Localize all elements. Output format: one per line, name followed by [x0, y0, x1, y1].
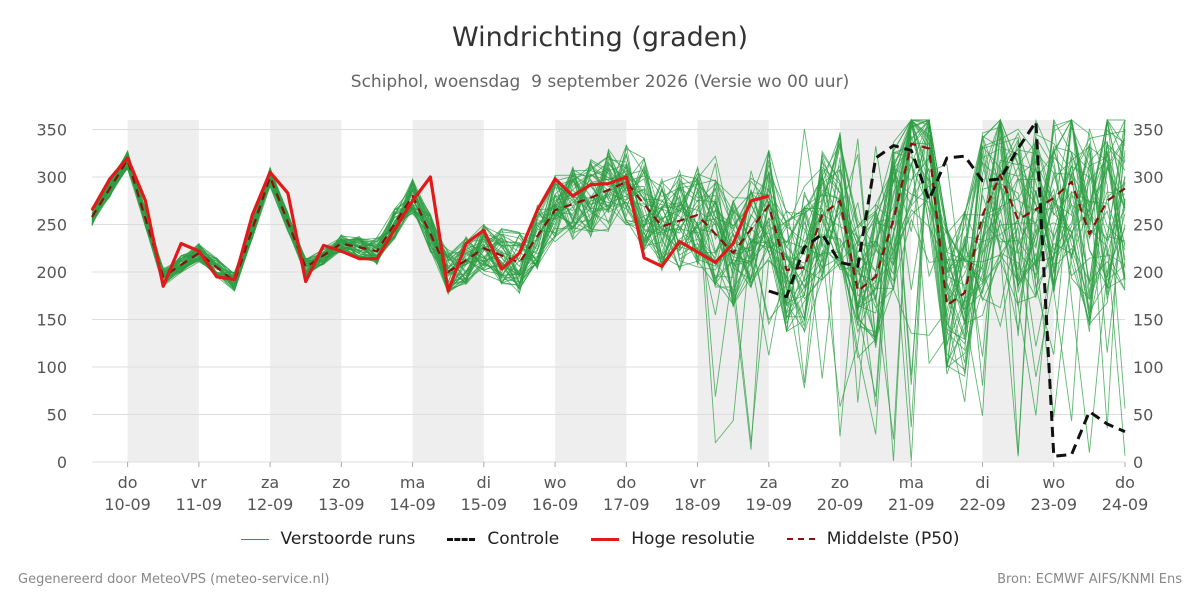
legend-swatch-high-res: [591, 537, 620, 541]
main-series: [90, 120, 1126, 458]
x-tick-day: zo: [831, 473, 849, 492]
x-tick-day: za: [261, 473, 279, 492]
legend-item-ensemble: Verstoorde runs: [240, 529, 416, 549]
y-tick-label-left: 200: [36, 263, 67, 282]
x-tick-day: za: [760, 473, 778, 492]
x-tick-day: vr: [191, 473, 207, 492]
y-tick-label-right: 150: [1133, 311, 1164, 330]
shade-band-1: [270, 120, 342, 462]
chart-subtitle: Schiphol, woensdag 9 september 2026 (Ver…: [350, 72, 850, 92]
y-tick-label-right: 50: [1133, 406, 1153, 425]
x-tick-date: 15-09: [461, 495, 508, 514]
x-tick-day: do: [118, 473, 138, 492]
ensemble-run-line: [91, 144, 1126, 403]
x-tick-date: 17-09: [603, 495, 650, 514]
y-tick-label-left: 350: [36, 121, 67, 140]
chart-title: Windrichting (graden): [451, 22, 749, 53]
legend-item-control: Controle: [447, 529, 559, 549]
x-tick-date: 23-09: [1031, 495, 1078, 514]
x-tick-day: ma: [899, 473, 924, 492]
x-tick-date: 20-09: [817, 495, 864, 514]
y-tick-label-left: 150: [36, 311, 67, 330]
shade-band-0: [127, 120, 199, 462]
x-tick-date: 16-09: [532, 495, 579, 514]
weekend-shading: [127, 120, 1054, 462]
legend: Verstoorde runs Controle Hoge resolutie …: [0, 529, 1200, 549]
x-tick-day: vr: [690, 473, 706, 492]
legend-swatch-control: [447, 537, 476, 541]
y-tick-label-right: 200: [1133, 263, 1164, 282]
legend-label-control: Controle: [487, 529, 560, 549]
y-tick-label-right: 350: [1133, 121, 1164, 140]
legend-item-high-res: Hoge resolutie: [591, 529, 755, 549]
x-tick-day: di: [975, 473, 990, 492]
y-tick-label-left: 0: [57, 453, 67, 472]
y-tick-label-left: 250: [36, 216, 67, 235]
shade-band-4: [697, 120, 769, 462]
x-tick-date: 10-09: [104, 495, 151, 514]
x-tick-day: do: [616, 473, 636, 492]
y-tick-label-left: 50: [47, 406, 67, 425]
x-tick-day: do: [1115, 473, 1135, 492]
x-tick-date: 11-09: [176, 495, 223, 514]
legend-label-high-res: Hoge resolutie: [631, 529, 755, 549]
x-tick-date: 18-09: [674, 495, 721, 514]
x-tick-day: ma: [400, 473, 425, 492]
y-axis-right: 0 50 100 150 200 250 300 350: [1133, 121, 1164, 473]
x-tick-date: 12-09: [247, 495, 294, 514]
x-tick-day: wo: [544, 473, 567, 492]
y-tick-label-right: 300: [1133, 168, 1164, 187]
x-tick-date: 13-09: [318, 495, 365, 514]
legend-swatch-ensemble: [240, 538, 269, 540]
y-tick-label-left: 300: [36, 168, 67, 187]
x-tick-day: wo: [1042, 473, 1065, 492]
y-tick-label-right: 100: [1133, 358, 1164, 377]
series-line-high-res: [90, 156, 770, 293]
y-tick-label-right: 250: [1133, 216, 1164, 235]
legend-swatch-median: [786, 538, 815, 540]
x-tick-date: 24-09: [1102, 495, 1149, 514]
ensemble-run-line: [91, 139, 1126, 437]
x-tick-date: 19-09: [746, 495, 793, 514]
x-tick-day: zo: [332, 473, 350, 492]
legend-label-ensemble: Verstoorde runs: [280, 529, 416, 549]
x-tick-date: 14-09: [389, 495, 436, 514]
x-tick-date: 21-09: [888, 495, 935, 514]
y-tick-label-left: 100: [36, 358, 67, 377]
series-line-median: [91, 142, 1126, 307]
footer-generated-by: Gegenereerd door MeteoVPS (meteo-service…: [18, 572, 330, 587]
x-tick-date: 22-09: [959, 495, 1006, 514]
y-axis-left: 0 50 100 150 200 250 300 350: [36, 121, 67, 473]
x-axis: do 10-09 vr 11-09 za 12-09 zo 13-09 ma 14-09 di 15-…: [104, 462, 1148, 514]
legend-label-median: Middelste (P50): [826, 529, 960, 549]
footer-source: Bron: ECMWF AIFS/KNMI Ens: [997, 572, 1182, 587]
legend-item-median: Middelste (P50): [786, 529, 960, 549]
series-line-control: [768, 120, 1126, 458]
y-tick-label-right: 0: [1133, 453, 1143, 472]
x-tick-day: di: [477, 473, 492, 492]
